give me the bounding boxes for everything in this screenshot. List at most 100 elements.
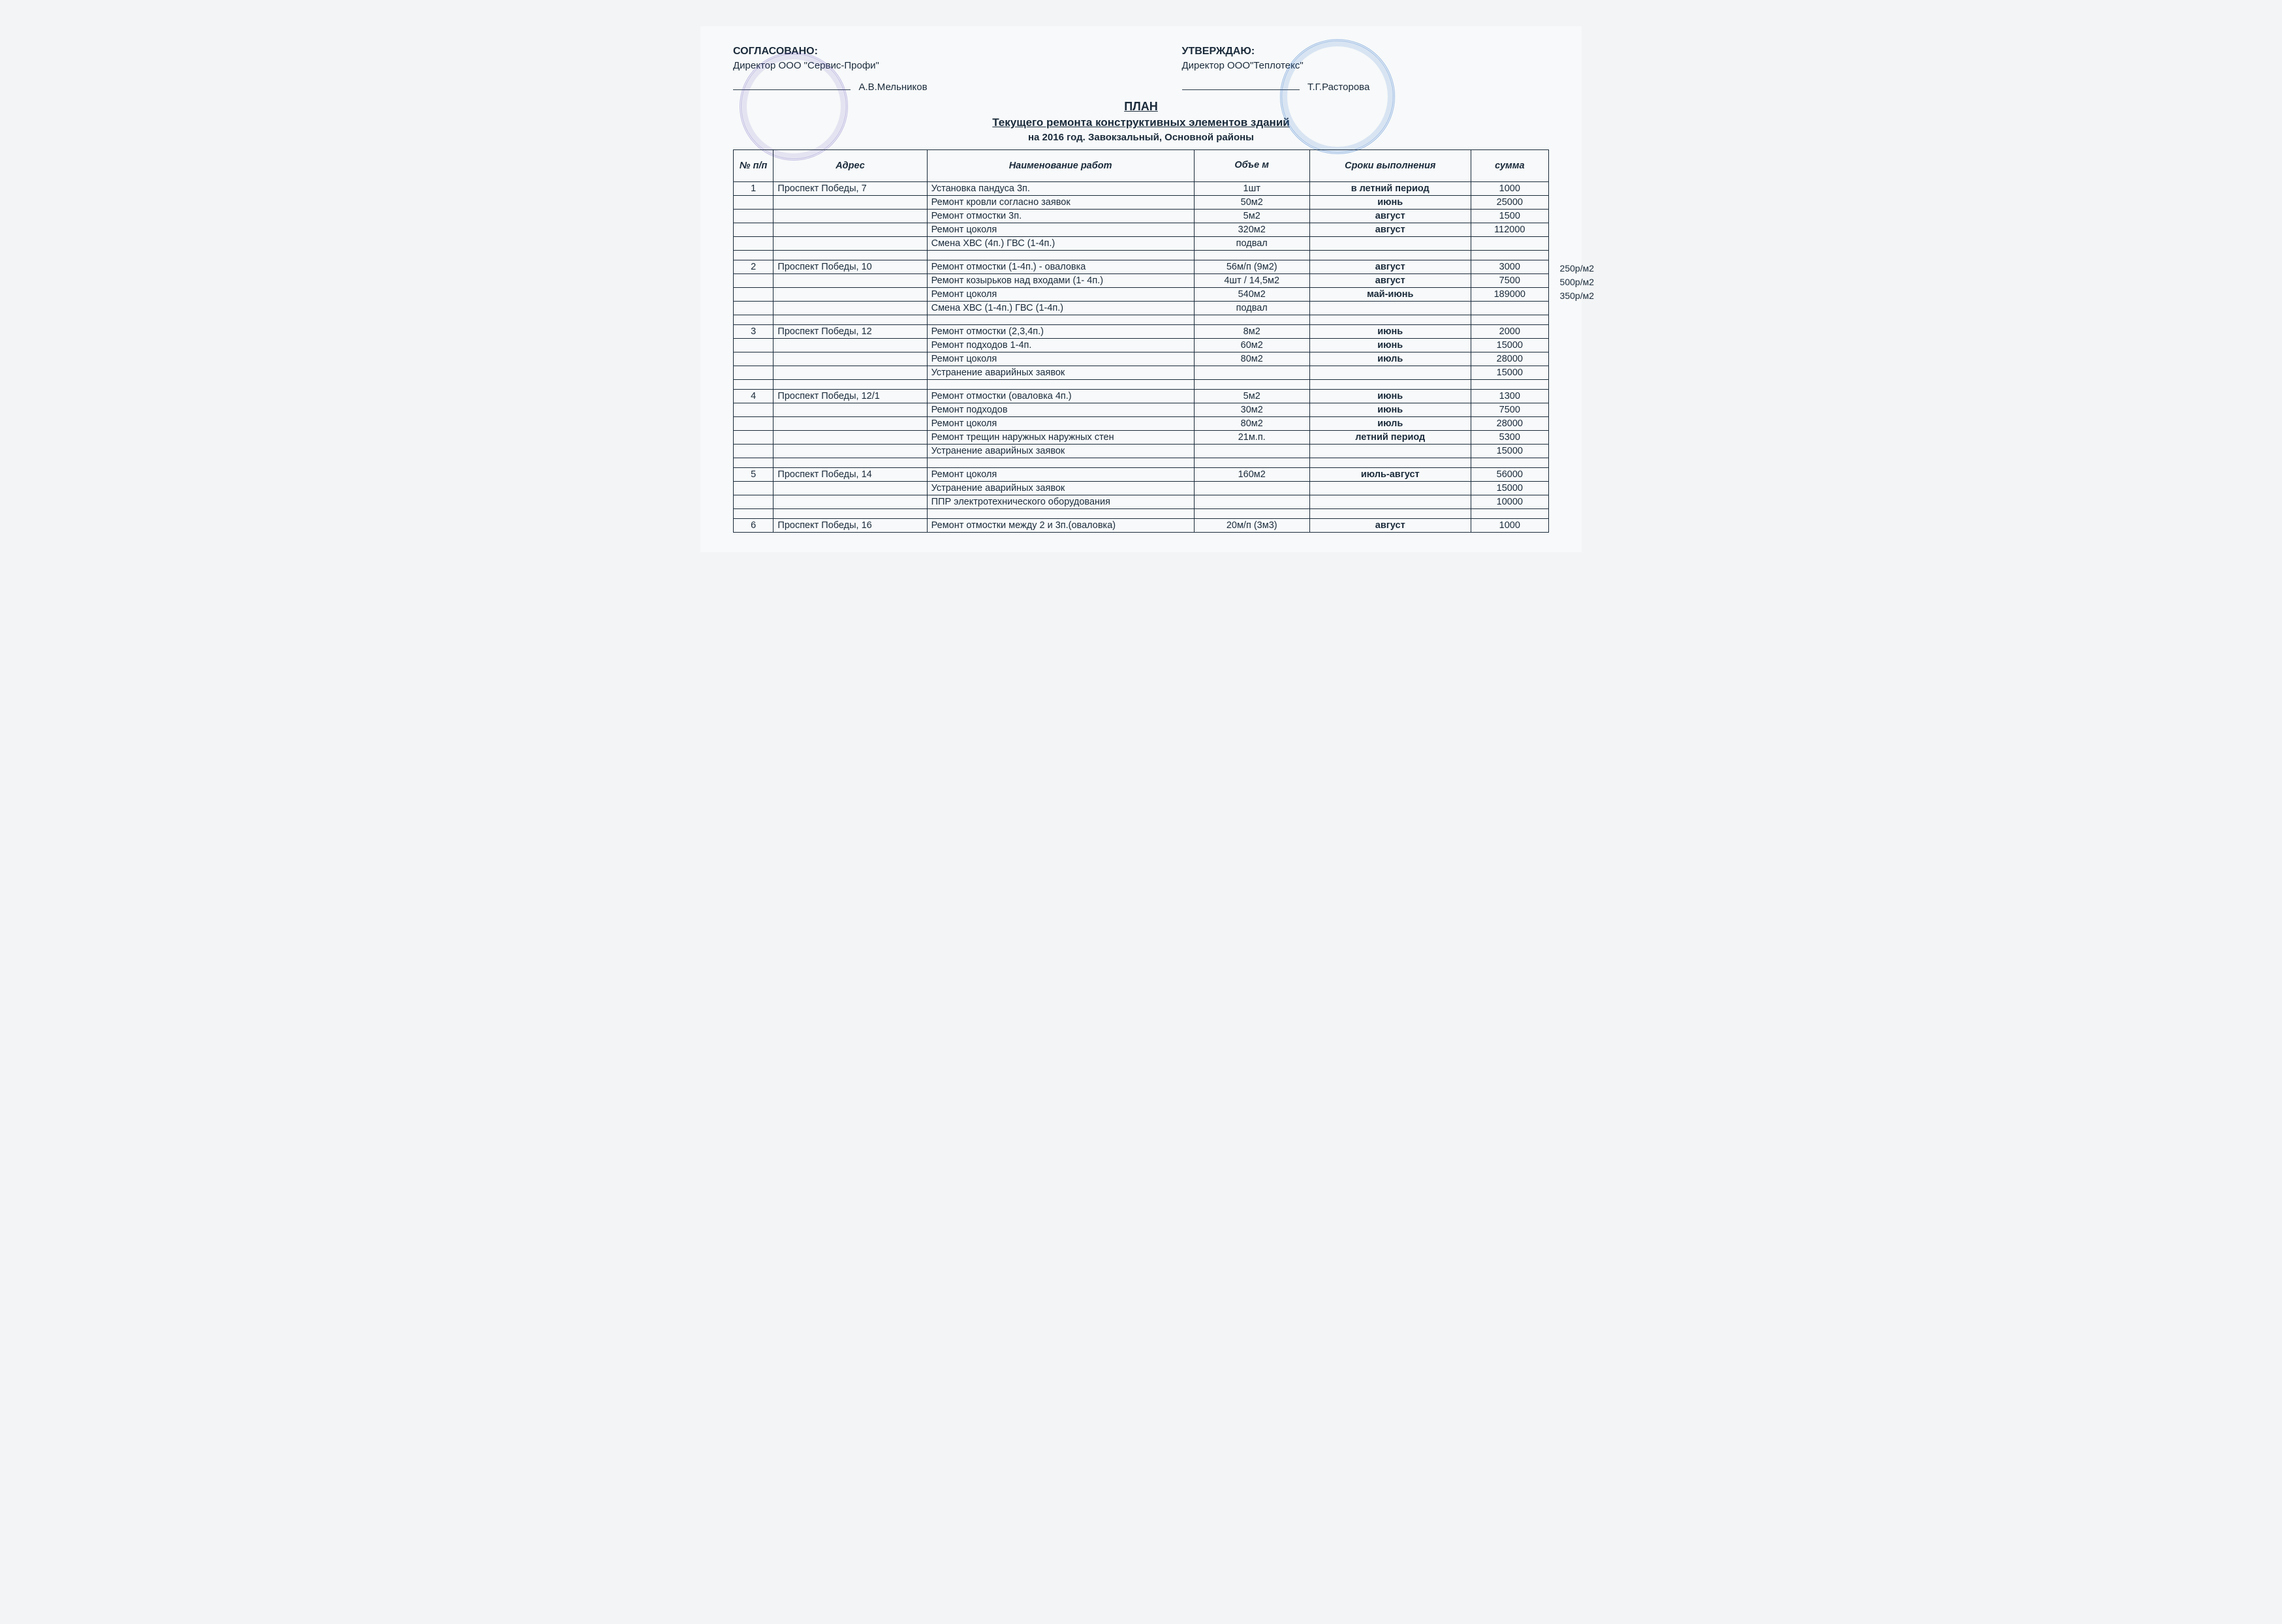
spacer-cell	[1309, 315, 1471, 325]
cell-work: Ремонт отмостки (оваловка 4п.)	[927, 390, 1194, 403]
cell-vol: 1шт	[1194, 182, 1309, 196]
signature-line-right	[1182, 89, 1300, 90]
cell-term: август	[1309, 210, 1471, 223]
table-body: 1Проспект Победы, 7Установка пандуса 3п.…	[734, 182, 1549, 533]
col-term-header: Сроки выполнения	[1309, 150, 1471, 182]
cell-vol: 5м2	[1194, 210, 1309, 223]
cell-work: Ремонт цоколя	[927, 288, 1194, 302]
table-row: Ремонт цоколя80м2июль28000	[734, 352, 1549, 366]
cell-num: 3	[734, 325, 774, 339]
cell-addr	[774, 339, 927, 352]
cell-addr: Проспект Победы, 12/1	[774, 390, 927, 403]
table-row: Ремонт кровли согласно заявок50м2июнь250…	[734, 196, 1549, 210]
cell-work: ППР электротехнического оборудования	[927, 495, 1194, 509]
cell-sum: 1300	[1471, 390, 1548, 403]
cell-work: Устранение аварийных заявок	[927, 482, 1194, 495]
cell-term: июнь	[1309, 403, 1471, 417]
cell-addr	[774, 482, 927, 495]
spacer-cell	[1309, 458, 1471, 468]
cell-work: Ремонт трещин наружных наружных стен	[927, 431, 1194, 445]
cell-term: июнь	[1309, 390, 1471, 403]
cell-addr	[774, 403, 927, 417]
spacer-cell	[774, 509, 927, 519]
spacer-cell	[774, 251, 927, 260]
spacer-cell	[734, 458, 774, 468]
cell-addr	[774, 302, 927, 315]
cell-work: Ремонт цоколя	[927, 223, 1194, 237]
cell-vol	[1194, 482, 1309, 495]
cell-term	[1309, 445, 1471, 458]
cell-term: в летний период	[1309, 182, 1471, 196]
cell-term: летний период	[1309, 431, 1471, 445]
table-row: 5Проспект Победы, 14Ремонт цоколя160м2ию…	[734, 468, 1549, 482]
table-row: Ремонт цоколя80м2июль28000	[734, 417, 1549, 431]
cell-work: Ремонт отмостки (2,3,4п.)	[927, 325, 1194, 339]
cell-term	[1309, 366, 1471, 380]
cell-addr	[774, 366, 927, 380]
cell-num	[734, 366, 774, 380]
cell-num	[734, 339, 774, 352]
spacer-cell	[1309, 380, 1471, 390]
spacer-cell	[734, 251, 774, 260]
cell-num	[734, 196, 774, 210]
cell-addr: Проспект Победы, 7	[774, 182, 927, 196]
table-row: Устранение аварийных заявок15000	[734, 482, 1549, 495]
spacer-cell	[734, 509, 774, 519]
cell-sum: 112000	[1471, 223, 1548, 237]
cell-num	[734, 352, 774, 366]
table-row: Ремонт цоколя540м2май-июнь189000350р/м2	[734, 288, 1549, 302]
cell-sum: 1000	[1471, 519, 1548, 533]
spacer-cell	[734, 380, 774, 390]
cell-num	[734, 445, 774, 458]
cell-vol	[1194, 366, 1309, 380]
spacer-cell	[1309, 509, 1471, 519]
approval-left-title: СОГЛАСОВАНО:	[733, 46, 1101, 57]
cell-work: Ремонт козырьков над входами (1- 4п.)	[927, 274, 1194, 288]
cell-addr	[774, 237, 927, 251]
cell-vol: 320м2	[1194, 223, 1309, 237]
spacer-cell	[927, 509, 1194, 519]
cell-term: август	[1309, 223, 1471, 237]
table-row	[734, 251, 1549, 260]
cell-num	[734, 302, 774, 315]
cell-vol: 5м2	[1194, 390, 1309, 403]
spacer-cell	[1471, 251, 1548, 260]
cell-sum: 7500500р/м2	[1471, 274, 1548, 288]
spacer-cell	[927, 380, 1194, 390]
cell-sum: 15000	[1471, 445, 1548, 458]
cell-num: 2	[734, 260, 774, 274]
table-row: Ремонт подходов 1-4п.60м2июнь15000	[734, 339, 1549, 352]
cell-num: 4	[734, 390, 774, 403]
spacer-cell	[774, 458, 927, 468]
cell-sum: 15000	[1471, 339, 1548, 352]
signature-line-left	[733, 89, 851, 90]
cell-num: 6	[734, 519, 774, 533]
cell-work: Ремонт отмостки между 2 и 3п.(оваловка)	[927, 519, 1194, 533]
cell-vol: 80м2	[1194, 352, 1309, 366]
table-row: Устранение аварийных заявок15000	[734, 445, 1549, 458]
cell-term	[1309, 302, 1471, 315]
table-row: Смена ХВС (1-4п.) ГВС (1-4п.)подвал	[734, 302, 1549, 315]
table-row	[734, 458, 1549, 468]
cell-sum	[1471, 302, 1548, 315]
cell-sum: 25000	[1471, 196, 1548, 210]
spacer-cell	[1471, 380, 1548, 390]
cell-vol: 80м2	[1194, 417, 1309, 431]
table-header-row: № п/п Адрес Наименование работ Объе м Ср…	[734, 150, 1549, 182]
cell-num	[734, 288, 774, 302]
approval-right-org: Директор ООО"Теплотекс"	[1182, 60, 1550, 71]
signer-left-name: А.В.Мельников	[858, 82, 927, 93]
spacer-cell	[1471, 458, 1548, 468]
cell-term: июнь	[1309, 325, 1471, 339]
cell-work: Ремонт цоколя	[927, 468, 1194, 482]
cell-addr	[774, 352, 927, 366]
cell-work: Ремонт подходов	[927, 403, 1194, 417]
cell-sum: 189000350р/м2	[1471, 288, 1548, 302]
cell-vol: 50м2	[1194, 196, 1309, 210]
spacer-cell	[774, 380, 927, 390]
cell-num	[734, 495, 774, 509]
spacer-cell	[927, 458, 1194, 468]
cell-addr	[774, 445, 927, 458]
cell-vol: 56м/п (9м2)	[1194, 260, 1309, 274]
row-note: 350р/м2	[1560, 289, 1594, 302]
